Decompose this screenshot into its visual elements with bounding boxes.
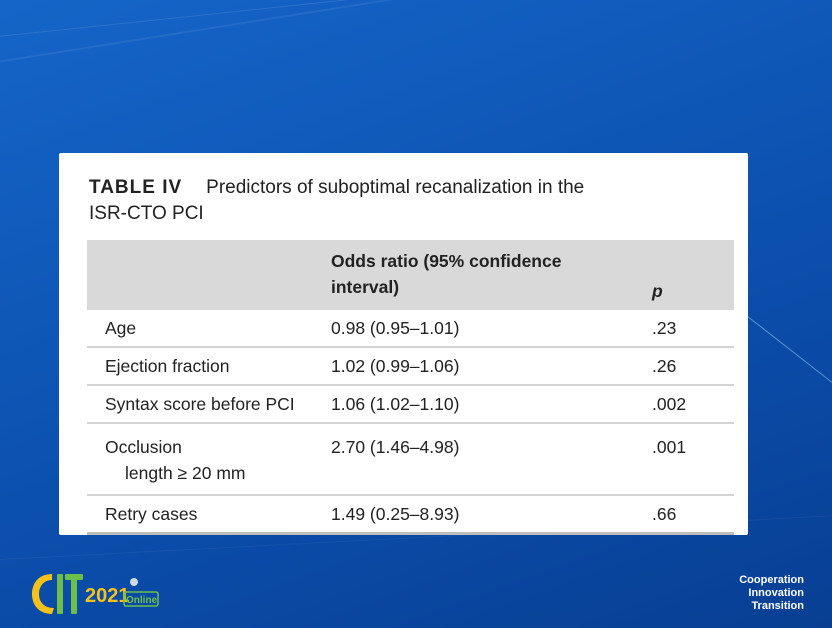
header-odds-ratio-line1: Odds ratio (95% confidence xyxy=(331,251,562,271)
background-streak xyxy=(0,0,832,72)
table-header-row: Odds ratio (95% confidence interval) p xyxy=(87,240,734,310)
odds-ratio-cell: 0.98 (0.95–1.01) xyxy=(331,318,460,338)
background-streak xyxy=(0,0,832,41)
tagline-line: Cooperation xyxy=(739,574,804,586)
header-odds-ratio: Odds ratio (95% confidence interval) xyxy=(331,240,652,310)
logo-year: 2021 xyxy=(85,585,130,607)
p-value-cell: .001 xyxy=(652,437,687,457)
predictor-cell: Retry cases xyxy=(105,504,198,524)
tagline-line: Innovation xyxy=(748,587,804,599)
p-value-cell: .23 xyxy=(652,318,677,338)
cit-logo: 2021 Online xyxy=(30,568,170,618)
table-row: Ejection fraction 1.02 (0.99–1.06) .26 xyxy=(87,347,734,385)
background-streak xyxy=(739,310,832,398)
odds-ratio-cell: 1.49 (0.25–8.93) xyxy=(331,504,460,524)
cit-logo-graphic: 2021 Online xyxy=(32,574,159,614)
brand-tagline: Cooperation Innovation Transition xyxy=(739,574,804,613)
header-predictor xyxy=(87,240,331,310)
table-row: Occlusion length ≥ 20 mm 2.70 (1.46–4.98… xyxy=(87,423,734,495)
table-title-line1: Predictors of suboptimal recanalization … xyxy=(206,177,585,198)
predictor-line1: Occlusion xyxy=(105,437,182,457)
p-value-cell: .26 xyxy=(652,356,677,376)
predictor-cell: Syntax score before PCI xyxy=(105,394,295,414)
p-value-cell: .002 xyxy=(652,394,687,414)
table-row: Age 0.98 (0.95–1.01) .23 xyxy=(87,310,734,347)
odds-ratio-cell: 1.02 (0.99–1.06) xyxy=(331,356,460,376)
table-row: Retry cases 1.49 (0.25–8.93) .66 xyxy=(87,495,734,534)
header-p: p xyxy=(652,281,663,301)
tagline-line: Transition xyxy=(751,600,804,612)
table-label: TABLE IV xyxy=(89,177,183,198)
header-odds-ratio-line2: interval) xyxy=(331,277,400,297)
predictor-line2: length ≥ 20 mm xyxy=(125,463,246,483)
predictor-cell: Occlusion length ≥ 20 mm xyxy=(87,423,331,495)
predictor-cell: Ejection fraction xyxy=(105,356,230,376)
odds-ratio-cell: 1.06 (1.02–1.10) xyxy=(331,394,460,414)
table-caption: TABLE IV Predictors of suboptimal recanal… xyxy=(89,175,709,227)
table-title-line2: ISR-CTO PCI xyxy=(89,203,204,224)
table-row: Syntax score before PCI 1.06 (1.02–1.10)… xyxy=(87,385,734,423)
logo-badge: Online xyxy=(126,595,158,606)
p-value-cell: .66 xyxy=(652,504,677,524)
table-card: TABLE IV Predictors of suboptimal recanal… xyxy=(59,153,748,535)
predictor-cell: Age xyxy=(105,318,137,338)
predictors-table: Odds ratio (95% confidence interval) p A… xyxy=(87,240,734,535)
odds-ratio-cell: 2.70 (1.46–4.98) xyxy=(331,437,460,457)
